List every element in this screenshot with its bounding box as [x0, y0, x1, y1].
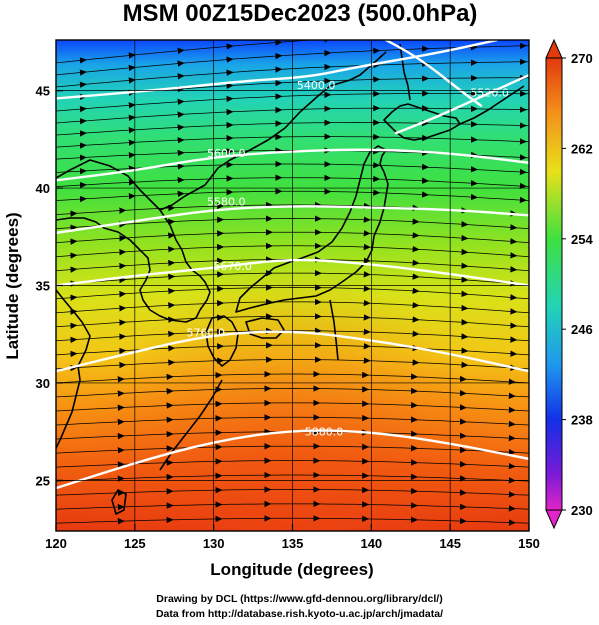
coastline-taiwan: [111, 489, 127, 515]
height-contour-line: [56, 148, 529, 182]
contour-label: 5400.0: [297, 79, 336, 92]
contour-label: 5760.0: [187, 326, 226, 339]
grid-lines: [56, 40, 529, 531]
contour-label: 5520.0: [470, 87, 509, 100]
height-contour-line: [56, 40, 498, 100]
colorbar-scale: [545, 57, 563, 511]
x-tick-label: 135: [282, 536, 304, 551]
x-tick-label: 125: [124, 536, 146, 551]
colorbar-tick-label: 262: [571, 141, 593, 156]
colorbar-tick-label: 238: [571, 413, 593, 428]
contour-label: 5600.0: [207, 147, 246, 160]
y-tick-label: 45: [36, 84, 50, 99]
y-tick-label: 35: [36, 279, 50, 294]
contour-label: 5670.0: [213, 260, 252, 273]
height-contour-line: [56, 205, 529, 235]
y-axis-label: Latitude (degrees): [3, 212, 22, 359]
chart-title: MSM 00Z15Dec2023 (500.0hPa): [123, 0, 478, 27]
height-contours: 5400.0 5520.0 5600.0 5580.0 5670.0 5760.0 5880…: [56, 40, 529, 490]
y-tick-label: 40: [36, 181, 50, 196]
x-tick-label: 120: [45, 536, 67, 551]
colorbar-tick-label: 270: [571, 51, 593, 66]
colorbar-min-arrow: [545, 509, 563, 530]
colorbar-tick-label: 254: [571, 232, 593, 247]
x-axis-label: Longitude (degrees): [210, 560, 373, 579]
height-contour-line: [383, 40, 483, 108]
coastline-honshu: [235, 145, 389, 313]
coastline-kurils: [459, 85, 525, 125]
colorbar-max-arrow: [545, 38, 563, 59]
colorbar-tick-label: 230: [571, 503, 593, 518]
coastline-shikoku: [245, 317, 285, 339]
x-axis-ticks: 120 125 130 135 140 145 150: [45, 524, 540, 551]
contour-label: 5580.0: [207, 196, 246, 209]
height-contour-line: [56, 258, 529, 287]
x-tick-label: 130: [203, 536, 225, 551]
y-tick-label: 25: [36, 473, 50, 488]
credit-drawing: Drawing by DCL (https://www.gfd-dennou.o…: [156, 593, 443, 605]
coastline-korea: [56, 209, 211, 323]
colorbar-tick-label: 246: [571, 322, 593, 337]
height-contour-line: [56, 429, 529, 490]
coastline-kyushu: [205, 315, 239, 367]
height-contour-line: [56, 330, 529, 373]
x-tick-label: 150: [518, 536, 540, 551]
contour-label: 5880.0: [305, 426, 344, 439]
coastline-asia-mainland: [56, 51, 387, 211]
y-axis-ticks: 25 30 35 40 45: [36, 84, 63, 488]
colorbar-ticks: 270 262 254 246 238 230: [562, 51, 593, 518]
plot-area: 5400.0 5520.0 5600.0 5580.0 5670.0 5760.0 5880…: [56, 40, 529, 531]
coastline-izu: [329, 299, 339, 361]
y-tick-label: 30: [36, 376, 50, 391]
x-tick-label: 140: [360, 536, 382, 551]
colorbar: 270 262 254 246 238 230: [545, 38, 593, 530]
x-tick-label: 145: [439, 536, 461, 551]
coastlines: [56, 43, 525, 515]
height-contour-line: [394, 73, 529, 135]
credit-data: Data from http://database.rish.kyoto-u.a…: [155, 608, 444, 620]
